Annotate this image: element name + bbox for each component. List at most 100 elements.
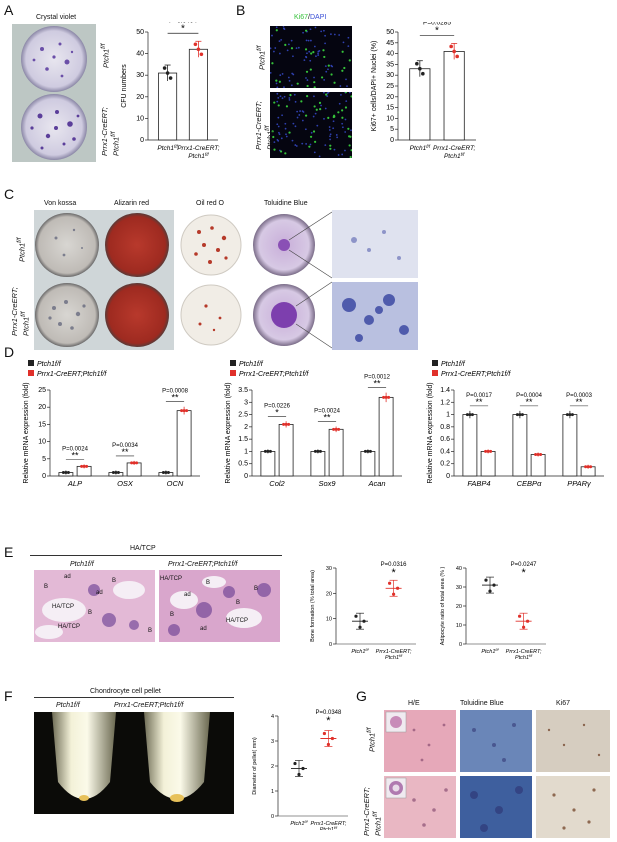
x-tick-label: Prrx1-CreERT; bbox=[310, 821, 346, 827]
y-tick-label: 25 bbox=[386, 83, 394, 90]
dapi-nucleus bbox=[327, 68, 329, 71]
panel-g-histology bbox=[384, 710, 610, 838]
x-tick-label: Prrx1-CreERT; bbox=[376, 649, 412, 655]
y-axis-label: Adipocyte ratio of total area (% ) bbox=[440, 567, 446, 646]
dapi-nucleus bbox=[310, 131, 313, 134]
p-value-label: P=0.0247 bbox=[511, 562, 538, 568]
dapi-nucleus bbox=[275, 82, 278, 85]
dapi-nucleus bbox=[324, 65, 327, 68]
ki67-nucleus bbox=[284, 152, 287, 155]
y-tick-label: 15 bbox=[38, 421, 46, 428]
panel-c-photo-strip bbox=[34, 210, 617, 350]
data-point bbox=[354, 614, 358, 618]
data-point bbox=[326, 742, 330, 747]
sig-marker: ** bbox=[323, 413, 331, 423]
chart-f-pellet-diameter: 0 1 2 3 4 Diameter of pellet( mm) *P=0.0348 Ptc… bbox=[252, 710, 348, 830]
panel-c-row2-label: Prrx1-CreERT; Ptch1f/f bbox=[10, 287, 31, 336]
ki67-photo-mutant bbox=[270, 92, 352, 158]
ki67-nucleus bbox=[313, 86, 316, 88]
y-tick-label: 3.5 bbox=[238, 387, 248, 394]
y-tick-label: 10 bbox=[38, 439, 46, 446]
x-tick-label: Ptch1f/f bbox=[157, 144, 178, 153]
panel-g-row2-label: Prrx1-CreERT; Ptch1f/f bbox=[362, 787, 383, 836]
sig-marker: * bbox=[326, 715, 331, 727]
dapi-nucleus bbox=[333, 148, 336, 151]
panel-label-g: G bbox=[356, 688, 367, 704]
dapi-nucleus bbox=[296, 110, 299, 113]
dapi-nucleus bbox=[270, 71, 272, 74]
y-tick-label: 3 bbox=[244, 399, 248, 406]
data-point bbox=[164, 471, 168, 475]
dapi-nucleus bbox=[345, 78, 347, 81]
data-point bbox=[316, 449, 320, 453]
dapi-nucleus bbox=[333, 33, 336, 36]
data-point bbox=[568, 413, 572, 417]
dapi-nucleus bbox=[314, 26, 317, 29]
p-value-label: P=0.0285 bbox=[423, 22, 451, 26]
legend-swatch-mutant bbox=[28, 370, 34, 376]
data-point bbox=[199, 52, 204, 57]
data-point bbox=[418, 66, 422, 71]
y-axis-label: Diameter of pellet( mm) bbox=[252, 737, 258, 795]
y-tick-label: 20 bbox=[326, 591, 332, 597]
ki67-nucleus bbox=[289, 93, 292, 97]
dapi-nucleus bbox=[320, 30, 323, 33]
dapi-nucleus bbox=[341, 126, 344, 129]
dapi-nucleus bbox=[313, 95, 315, 98]
panel-e-tag: B bbox=[254, 586, 259, 592]
p-value-label: P=0.0024 bbox=[314, 409, 341, 415]
dapi-nucleus bbox=[276, 123, 279, 126]
dapi-nucleus bbox=[341, 153, 344, 156]
y-tick-label: 1 bbox=[244, 448, 248, 455]
y-tick-label: 25 bbox=[38, 387, 46, 394]
dapi-nucleus bbox=[336, 136, 339, 139]
panel-e-tag: ad bbox=[64, 574, 71, 580]
panel-a-title: Crystal violet bbox=[36, 14, 77, 21]
data-point bbox=[82, 464, 86, 468]
sig-marker: ** bbox=[121, 447, 129, 457]
data-point bbox=[534, 453, 538, 456]
y-tick-label: 0 bbox=[140, 137, 144, 144]
ki67-nucleus bbox=[343, 66, 346, 70]
y-tick-label: 20 bbox=[386, 94, 394, 101]
x-tick-label: Ptch1f/f bbox=[444, 152, 465, 161]
data-point bbox=[313, 449, 317, 453]
data-point bbox=[368, 449, 372, 453]
panel-e-title-rule bbox=[30, 555, 282, 556]
data-point bbox=[182, 409, 186, 413]
dapi-nucleus bbox=[275, 26, 278, 29]
dapi-nucleus bbox=[337, 154, 340, 156]
dapi-nucleus bbox=[318, 50, 321, 52]
data-point bbox=[586, 465, 590, 469]
data-point bbox=[161, 471, 165, 475]
ki67-nucleus bbox=[329, 147, 332, 150]
dapi-nucleus bbox=[330, 64, 333, 67]
y-tick-label: 40 bbox=[386, 51, 394, 58]
dapi-nucleus bbox=[277, 116, 280, 119]
ki67-nucleus bbox=[271, 62, 274, 65]
ki67-nucleus bbox=[310, 52, 313, 55]
panel-f-col1-label: Ptch1f/f bbox=[56, 702, 80, 709]
x-tick-label: OSX bbox=[117, 479, 134, 488]
x-tick-label: Ptch1f/f bbox=[188, 152, 209, 161]
data-point bbox=[193, 42, 198, 47]
panel-b-title: Ki67/DAPI bbox=[294, 14, 327, 21]
data-point bbox=[362, 619, 366, 623]
dapi-nucleus bbox=[323, 79, 326, 81]
y-axis-label: Relative mRNA expression (fold) bbox=[23, 382, 30, 483]
ki67-nucleus bbox=[313, 81, 316, 84]
dapi-nucleus bbox=[301, 119, 304, 122]
dapi-nucleus bbox=[290, 39, 293, 42]
dapi-nucleus bbox=[315, 55, 317, 58]
legend-label-control: Ptch1f/f bbox=[239, 361, 264, 368]
dapi-nucleus bbox=[332, 120, 335, 123]
ki67-nucleus bbox=[349, 155, 352, 158]
bar bbox=[409, 68, 431, 141]
legend-swatch-control bbox=[230, 360, 236, 366]
dapi-nucleus bbox=[335, 134, 338, 136]
dapi-nucleus bbox=[297, 46, 300, 49]
data-point bbox=[382, 395, 386, 399]
ki67-nucleus bbox=[272, 135, 275, 139]
dapi-nucleus bbox=[302, 31, 304, 34]
panel-e-histology bbox=[34, 570, 280, 642]
